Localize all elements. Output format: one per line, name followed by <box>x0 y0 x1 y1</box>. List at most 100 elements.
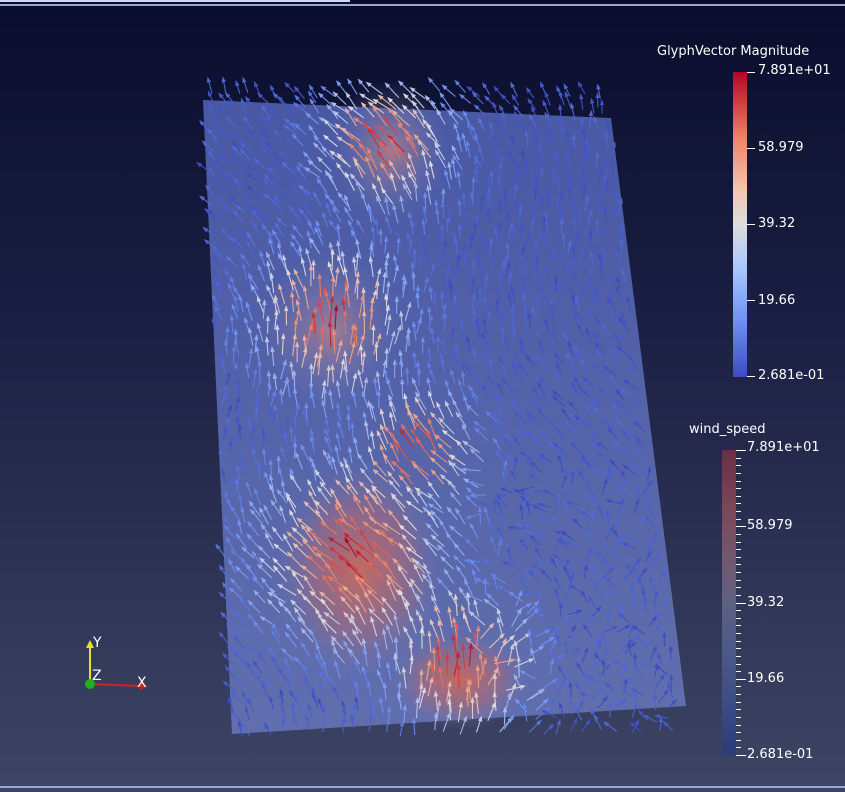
glyph-arrow-head <box>316 486 323 493</box>
glyph-arrow-head <box>497 535 504 542</box>
glyph-arrow-head <box>461 423 467 430</box>
glyph-arrow-head <box>606 611 611 618</box>
glyph-arrow-head <box>512 436 518 443</box>
glyph-arrow-head <box>621 698 628 704</box>
glyph-arrow-head <box>222 581 228 588</box>
glyph-arrow-head <box>429 160 434 167</box>
wind-legend-tick-mark <box>736 732 741 734</box>
glyph-arrow-head <box>277 667 283 674</box>
glyph-arrow-head <box>257 264 263 271</box>
glyph-arrow-head <box>264 532 270 539</box>
glyph-arrow-head <box>428 285 433 292</box>
glyph-arrow-head <box>245 563 252 570</box>
glyph-arrow-head <box>448 589 453 597</box>
glyph-arrow-head <box>463 558 470 563</box>
glyph-arrow-head <box>298 245 303 252</box>
glyph-arrow-head <box>377 332 382 340</box>
glyph-arrow-head <box>293 318 299 325</box>
glyph-arrow-head <box>372 541 379 547</box>
glyph-arrow-head <box>258 211 265 218</box>
glyph-arrow-head <box>575 681 580 689</box>
glyph-arrow-head <box>582 454 589 461</box>
glyph-arrow-head <box>340 595 346 602</box>
glyph-arrow-head <box>354 680 359 688</box>
glyph-arrow-head <box>530 217 535 224</box>
glyph-arrow-head <box>641 567 648 574</box>
glyph-arrow-head <box>540 81 545 88</box>
glyph-arrow-head <box>571 133 576 140</box>
glyph-arrow-head <box>285 622 291 629</box>
glyph-arrow-head <box>531 105 536 113</box>
glyph-tick-min <box>747 376 755 377</box>
glyph-arrow-head <box>536 381 542 388</box>
glyph-arrow-head <box>488 622 495 629</box>
glyph-arrow-head <box>261 577 267 584</box>
glyph-arrow-head <box>502 364 507 371</box>
glyph-arrow-head <box>391 110 398 116</box>
glyph-arrow-head <box>536 588 542 595</box>
glyph-arrow-head <box>412 462 418 469</box>
glyph-arrow-head <box>309 628 314 635</box>
glyph-arrow-head <box>497 584 504 590</box>
glyph-arrow-head <box>662 631 667 638</box>
glyph-arrow-head <box>325 201 330 209</box>
glyph-arrow-head <box>234 651 240 658</box>
glyph-arrow-head <box>548 636 556 642</box>
glyph-arrow-head <box>292 715 298 722</box>
glyph-arrow-head <box>545 265 550 272</box>
orientation-axes[interactable] <box>80 636 150 696</box>
glyph-arrow-head <box>363 376 369 383</box>
glyph-arrow-head <box>588 547 593 554</box>
glyph-arrow-head <box>600 587 606 595</box>
glyph-arrow-head <box>582 458 588 465</box>
glyph-arrow-head <box>348 143 355 149</box>
glyph-arrow-head <box>294 341 300 347</box>
glyph-arrow-head <box>637 577 643 584</box>
glyph-arrow-head <box>245 172 252 178</box>
glyph-arrow-head <box>618 197 623 204</box>
glyph-arrow-head <box>317 612 323 619</box>
glyph-arrow-head <box>372 98 379 104</box>
glyph-arrow-head <box>595 441 602 447</box>
glyph-arrow-head <box>301 663 307 671</box>
glyph-arrow-head <box>567 412 574 418</box>
glyph-arrow-head <box>428 417 433 425</box>
glyph-arrow-head <box>581 127 586 134</box>
glyph-arrow-head <box>330 363 335 370</box>
glyph-arrow-head <box>295 451 300 458</box>
glyph-arrow-head <box>384 259 389 266</box>
glyph-arrow-head <box>392 557 398 564</box>
glyph-arrow-head <box>412 108 418 115</box>
glyph-arrow-head <box>519 253 524 261</box>
glyph-arrow-head <box>465 514 472 519</box>
glyph-arrow-head <box>453 236 458 243</box>
glyph-arrow-head <box>601 658 606 665</box>
glyph-arrow-head <box>499 154 504 161</box>
glyph-arrow-head <box>566 151 571 159</box>
glyph-arrow-head <box>453 542 459 549</box>
wind-legend-colorbar[interactable] <box>722 450 736 755</box>
glyph-arrow-head <box>578 419 585 425</box>
glyph-arrow-head <box>443 239 448 247</box>
glyph-arrow-head <box>247 205 254 211</box>
wind-legend-tick-mark <box>736 556 741 558</box>
glyph-arrow-head <box>399 720 404 727</box>
glyph-arrow-head <box>367 127 373 134</box>
glyph-arrow-head <box>514 200 520 207</box>
glyph-arrow-head <box>264 141 271 147</box>
glyph-arrow-head <box>564 353 571 360</box>
glyph-arrow-head <box>461 361 466 368</box>
glyph-arrow-head <box>532 386 538 393</box>
glyph-arrow-head <box>385 715 390 722</box>
wind-legend-tick-mark <box>736 633 741 634</box>
glyph-legend-colorbar[interactable] <box>733 72 747 377</box>
glyph-arrow-head <box>294 122 300 129</box>
glyph-arrow-head <box>527 416 533 422</box>
glyph-arrow-head <box>574 350 581 357</box>
wind-legend-tick-mark <box>736 594 741 596</box>
glyph-arrow-head <box>555 196 561 203</box>
glyph-arrow-head <box>328 241 333 248</box>
glyph-arrow-head <box>434 142 440 149</box>
